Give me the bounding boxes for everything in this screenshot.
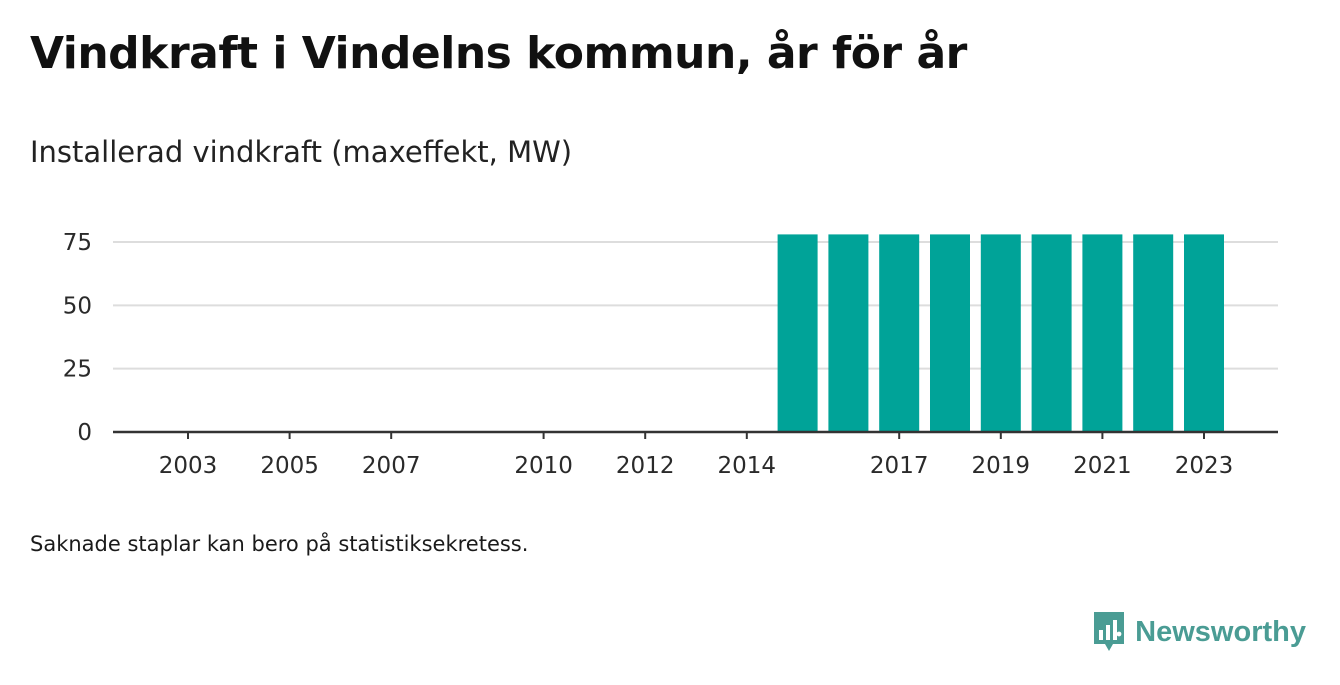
x-tick-label: 2005: [260, 453, 319, 479]
newsworthy-logo-icon: [1094, 612, 1125, 651]
bar-2016[interactable]: [828, 234, 869, 432]
brand-name: Newsworthy: [1135, 615, 1306, 648]
footnote: Saknade staplar kan bero på statistiksek…: [30, 532, 529, 556]
x-tick-label: 2003: [159, 453, 218, 479]
axes: 0 25 50 75 2003 2005 2007 2010 2012 2014 2017 2019 2…: [63, 230, 1278, 479]
bar-2018[interactable]: [930, 234, 970, 432]
x-tick-label: 2010: [514, 453, 573, 479]
bar-2020[interactable]: [1031, 234, 1072, 432]
chart-subtitle: Installerad vindkraft (maxeffekt, MW): [30, 135, 573, 169]
brand-logo[interactable]: Newsworthy: [1091, 610, 1306, 654]
y-tick-label: 50: [63, 293, 92, 319]
x-tick-label: 2007: [362, 453, 421, 479]
x-tick-label: 2017: [870, 453, 929, 479]
bar-2021[interactable]: [1082, 234, 1123, 432]
y-tick-label: 75: [63, 230, 92, 256]
x-tick-label: 2014: [718, 453, 777, 479]
chart-title: Vindkraft i Vindelns kommun, år för år: [30, 28, 967, 79]
x-tick-label: 2019: [972, 453, 1031, 479]
bar-2017[interactable]: [879, 234, 920, 432]
bars: [777, 234, 1224, 432]
x-tick-label: 2012: [616, 453, 675, 479]
bar-2015[interactable]: [777, 234, 818, 432]
bar-2022[interactable]: [1133, 234, 1174, 432]
bar-2019[interactable]: [980, 234, 1021, 432]
bar-chart: 0 25 50 75 2003 2005 2007 2010 2012 2014 2017 2019 2…: [63, 230, 1278, 479]
x-tick-label: 2023: [1175, 453, 1234, 479]
bar-2023[interactable]: [1184, 234, 1224, 432]
y-tick-label: 25: [63, 357, 92, 383]
x-tick-label: 2021: [1073, 453, 1132, 479]
y-tick-label: 0: [77, 420, 92, 446]
